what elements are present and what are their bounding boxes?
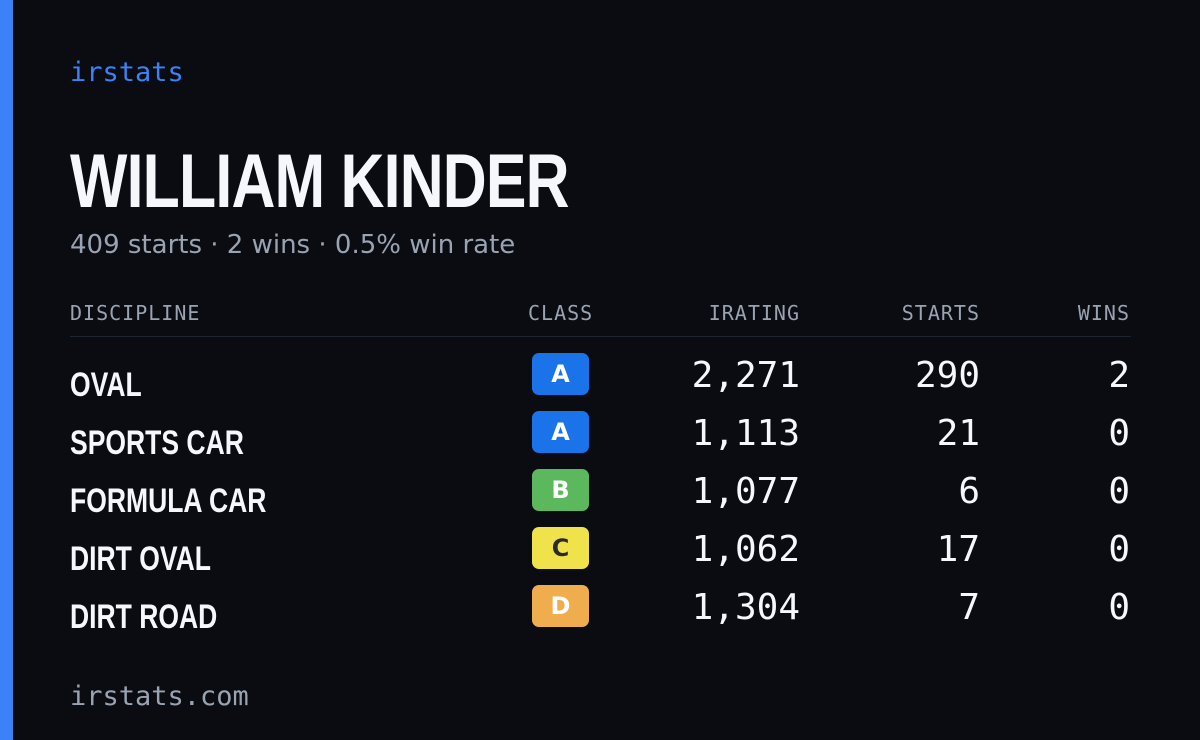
wins-value: 0 bbox=[1108, 413, 1130, 454]
discipline-stats-table: DISCIPLINE CLASS IRATING STARTS WINS OVA… bbox=[70, 298, 1131, 643]
table-header: DISCIPLINE CLASS IRATING STARTS WINS bbox=[70, 298, 1131, 337]
wins-value: 0 bbox=[1108, 587, 1130, 628]
header-discipline: DISCIPLINE bbox=[70, 301, 201, 325]
header-wins: WINS bbox=[1077, 301, 1130, 325]
table-row: DIRT OVAL C 1,062 17 0 bbox=[70, 527, 1131, 585]
irating-value: 2,271 bbox=[691, 355, 800, 396]
table-row: OVAL A 2,271 290 2 bbox=[70, 353, 1131, 411]
starts-value: 21 bbox=[936, 413, 980, 454]
irating-value: 1,077 bbox=[691, 471, 800, 512]
wins-value: 0 bbox=[1108, 471, 1130, 512]
starts-value: 290 bbox=[914, 355, 980, 396]
wins-value: 0 bbox=[1108, 529, 1130, 570]
table-row: FORMULA CAR B 1,077 6 0 bbox=[70, 469, 1131, 527]
class-badge: C bbox=[532, 527, 589, 569]
class-badge: D bbox=[532, 585, 589, 627]
footer-url: irstats.com bbox=[70, 681, 249, 712]
header-class: CLASS bbox=[528, 301, 594, 325]
brand-logo-text: irstats bbox=[70, 57, 184, 88]
header-irating: IRATING bbox=[708, 301, 800, 325]
class-badge: A bbox=[532, 353, 589, 395]
starts-value: 7 bbox=[958, 587, 980, 628]
irating-value: 1,062 bbox=[691, 529, 800, 570]
class-badge: B bbox=[532, 469, 589, 511]
discipline-name: FORMULA CAR bbox=[70, 482, 267, 520]
discipline-name: SPORTS CAR bbox=[70, 424, 244, 462]
driver-summary: 409 starts · 2 wins · 0.5% win rate bbox=[70, 230, 516, 260]
discipline-name: OVAL bbox=[70, 366, 142, 404]
irating-value: 1,304 bbox=[691, 587, 800, 628]
table-row: DIRT ROAD D 1,304 7 0 bbox=[70, 585, 1131, 643]
starts-value: 17 bbox=[936, 529, 980, 570]
table-row: SPORTS CAR A 1,113 21 0 bbox=[70, 411, 1131, 469]
driver-name: WILLIAM KINDER bbox=[70, 139, 570, 224]
irating-value: 1,113 bbox=[691, 413, 800, 454]
starts-value: 6 bbox=[958, 471, 980, 512]
header-starts: STARTS bbox=[901, 301, 980, 325]
discipline-name: DIRT ROAD bbox=[70, 598, 218, 636]
class-badge: A bbox=[532, 411, 589, 453]
table-body: OVAL A 2,271 290 2 SPORTS CAR A 1,113 21… bbox=[70, 353, 1131, 643]
wins-value: 2 bbox=[1108, 355, 1130, 396]
accent-bar bbox=[0, 0, 13, 740]
discipline-name: DIRT OVAL bbox=[70, 540, 211, 578]
